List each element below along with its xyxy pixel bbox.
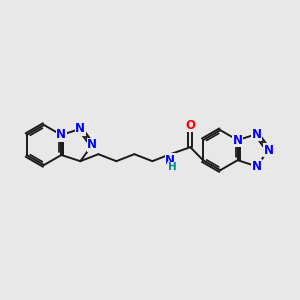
Text: O: O <box>185 119 195 132</box>
Text: N: N <box>263 144 273 157</box>
Text: N: N <box>165 154 175 167</box>
Text: N: N <box>56 128 66 142</box>
Text: N: N <box>87 139 97 152</box>
Text: N: N <box>75 122 85 135</box>
Text: N: N <box>252 128 262 140</box>
Text: H: H <box>168 162 177 172</box>
Text: N: N <box>233 134 243 147</box>
Text: N: N <box>252 160 262 173</box>
